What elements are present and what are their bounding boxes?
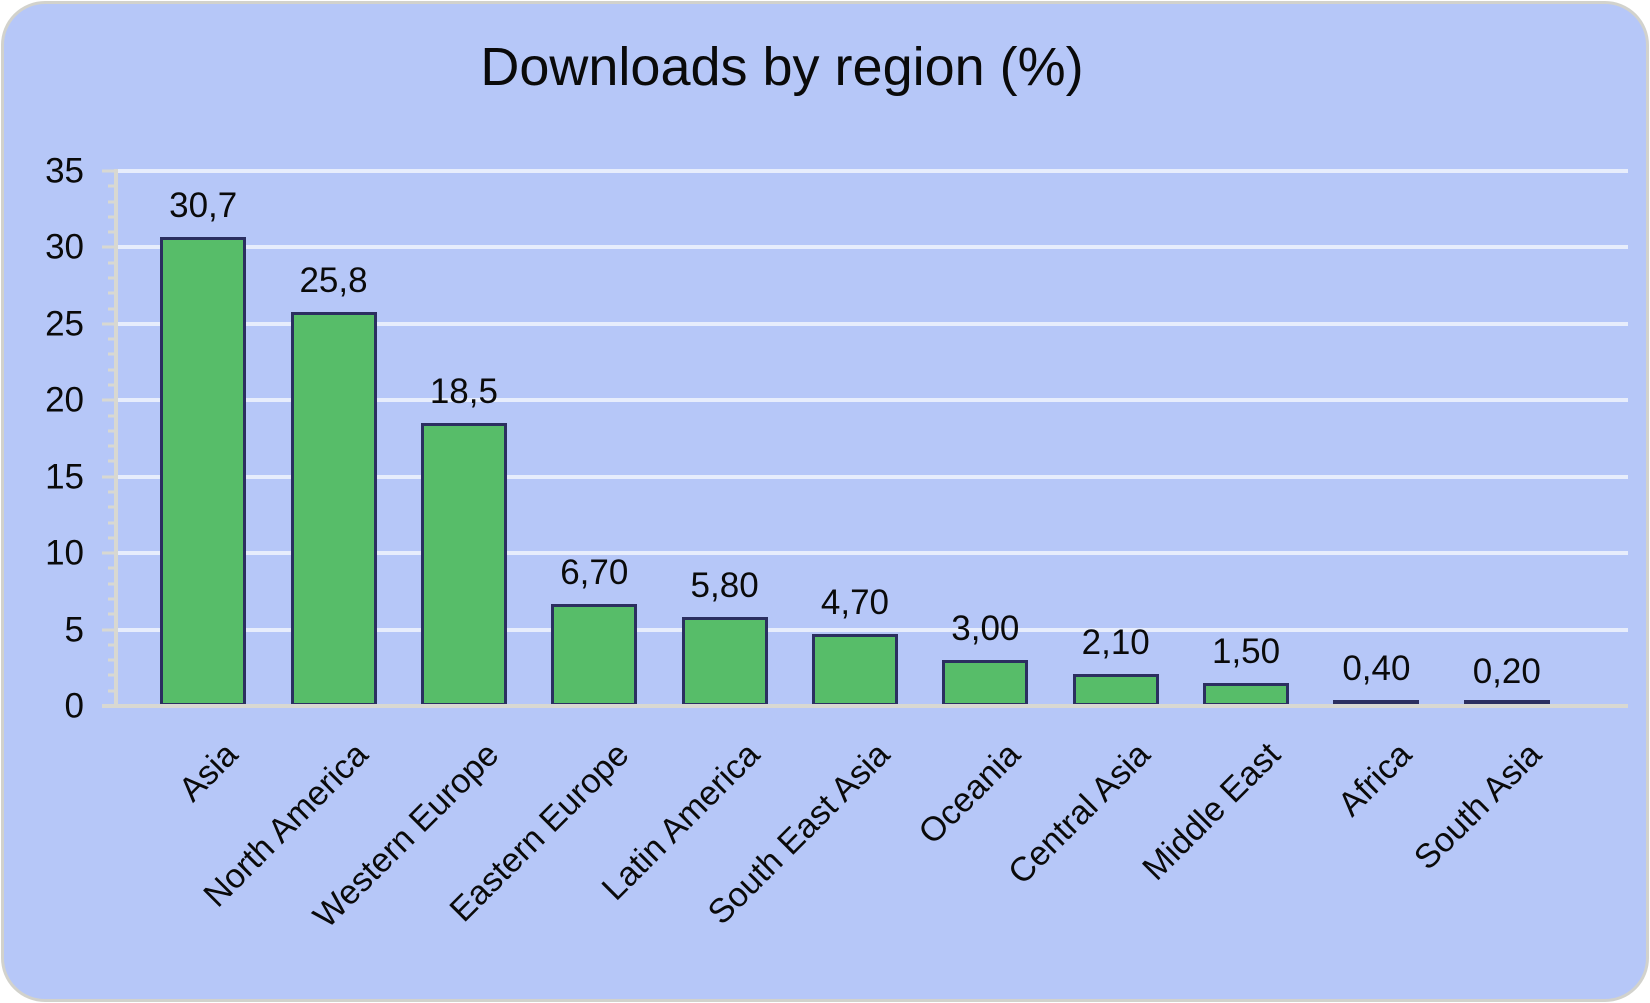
minor-tick-2: [108, 673, 116, 677]
x-axis-category-label: Asia: [171, 735, 246, 809]
minor-tick-19: [108, 414, 116, 418]
minor-tick-33: [108, 200, 116, 204]
minor-tick-1: [108, 689, 116, 693]
minor-tick-26: [108, 307, 116, 311]
bar[interactable]: [551, 603, 638, 706]
minor-tick-28: [108, 276, 116, 280]
y-axis-tick-label: 25: [45, 304, 84, 344]
bar-slot-latin-america: 5,80 Latin America: [594, 171, 789, 908]
bar-slot-north-america: 25,8 North America: [197, 171, 398, 914]
bar-value-label: 25,8: [299, 260, 368, 300]
gridline-y-5: [116, 627, 1628, 632]
bar[interactable]: [681, 617, 768, 706]
bars-container: 30,7 Asia 25,8 North America 18,5 Wester…: [116, 171, 1628, 935]
y-axis-tick-label: 30: [45, 227, 84, 267]
minor-tick-12: [108, 521, 116, 525]
major-tick-15: [102, 475, 116, 479]
minor-tick-32: [108, 215, 116, 219]
minor-tick-22: [108, 368, 116, 372]
y-axis-tick-label: 10: [45, 533, 84, 573]
minor-tick-34: [108, 184, 116, 188]
bar-slot-middle-east: 1,50 Middle East: [1136, 171, 1311, 888]
major-tick-30: [102, 245, 116, 249]
bar[interactable]: [160, 236, 247, 706]
gridline-y-15: [116, 474, 1628, 479]
x-axis-category-label: Middle East: [1135, 735, 1289, 888]
minor-tick-9: [108, 566, 116, 570]
bar-slot-oceania: 3,00 Oceania: [911, 171, 1050, 852]
bar-slot-western-europe: 18,5 Western Europe: [306, 171, 529, 935]
y-axis-line: [114, 169, 118, 706]
gridline-y-30: [116, 245, 1628, 250]
bar-slot-south-east-asia: 4,70 South East Asia: [701, 171, 920, 932]
gridline-y-10: [116, 551, 1628, 556]
y-axis-tick-label: 0: [64, 686, 84, 726]
minor-tick-24: [108, 337, 116, 341]
minor-tick-27: [108, 291, 116, 295]
bar[interactable]: [420, 423, 507, 706]
gridline-y-25: [116, 321, 1628, 326]
bar-value-label: 0,40: [1342, 648, 1411, 688]
minor-tick-4: [108, 643, 116, 647]
bar-value-label: 1,50: [1211, 632, 1281, 672]
bar-value-label: 18,5: [429, 372, 498, 412]
chart-title: Downloads by region (%): [480, 37, 1084, 97]
x-axis-category-label: Oceania: [911, 735, 1028, 852]
bar-value-label: 3,00: [951, 609, 1020, 649]
bar-value-label: 30,7: [169, 185, 238, 225]
minor-tick-7: [108, 597, 116, 601]
minor-tick-31: [108, 230, 116, 234]
y-axis-tick-label: 35: [45, 151, 84, 191]
bar-value-label: 0,20: [1472, 651, 1541, 691]
gridline-y-35: [116, 169, 1628, 173]
minor-tick-16: [108, 459, 116, 463]
minor-tick-14: [108, 490, 116, 494]
y-axis-tick-label: 15: [45, 457, 84, 497]
minor-tick-21: [108, 383, 116, 387]
bar-slot-asia: 30,7 Asia: [138, 171, 268, 809]
major-tick-10: [102, 551, 116, 555]
bar-value-label: 4,70: [820, 583, 890, 623]
minor-tick-11: [108, 536, 116, 540]
bar-slot-central-asia: 2,10 Central Asia: [1001, 171, 1181, 892]
major-tick-35: [102, 169, 116, 173]
x-axis-category-label: South Asia: [1407, 735, 1549, 878]
y-axis-tick-label: 20: [45, 380, 84, 420]
bar[interactable]: [1203, 683, 1290, 706]
minor-tick-18: [108, 429, 116, 433]
minor-tick-3: [108, 658, 116, 662]
bar[interactable]: [290, 311, 377, 706]
bar-value-label: 2,10: [1081, 622, 1150, 662]
bar-slot-eastern-europe: 6,70 Eastern Europe: [442, 171, 659, 929]
bar-slot-south-asia: 0,20 South Asia: [1407, 171, 1572, 877]
plot-area: 0 5 10 15 20 25 30 35 30,7 Asia 25,8 North Amer…: [45, 154, 1628, 935]
bar[interactable]: [942, 660, 1029, 706]
minor-tick-6: [108, 612, 116, 616]
major-tick-5: [102, 628, 116, 632]
minor-tick-23: [108, 352, 116, 356]
major-tick-20: [102, 398, 116, 402]
bar-value-label: 6,70: [560, 552, 629, 592]
bar[interactable]: [811, 634, 898, 706]
minor-tick-29: [108, 261, 116, 265]
minor-tick-13: [108, 505, 116, 509]
x-axis-category-label: Africa: [1330, 735, 1419, 824]
bar-value-label: 5,80: [690, 566, 759, 606]
gridline-y-20: [116, 398, 1628, 403]
bar-slot-africa: 0,40 Africa: [1311, 171, 1441, 824]
major-tick-25: [102, 322, 116, 326]
minor-tick-17: [108, 444, 116, 448]
minor-tick-8: [108, 582, 116, 586]
bar[interactable]: [1072, 673, 1159, 706]
x-axis-line: [102, 704, 1628, 708]
y-axis-tick-label: 5: [64, 610, 84, 650]
